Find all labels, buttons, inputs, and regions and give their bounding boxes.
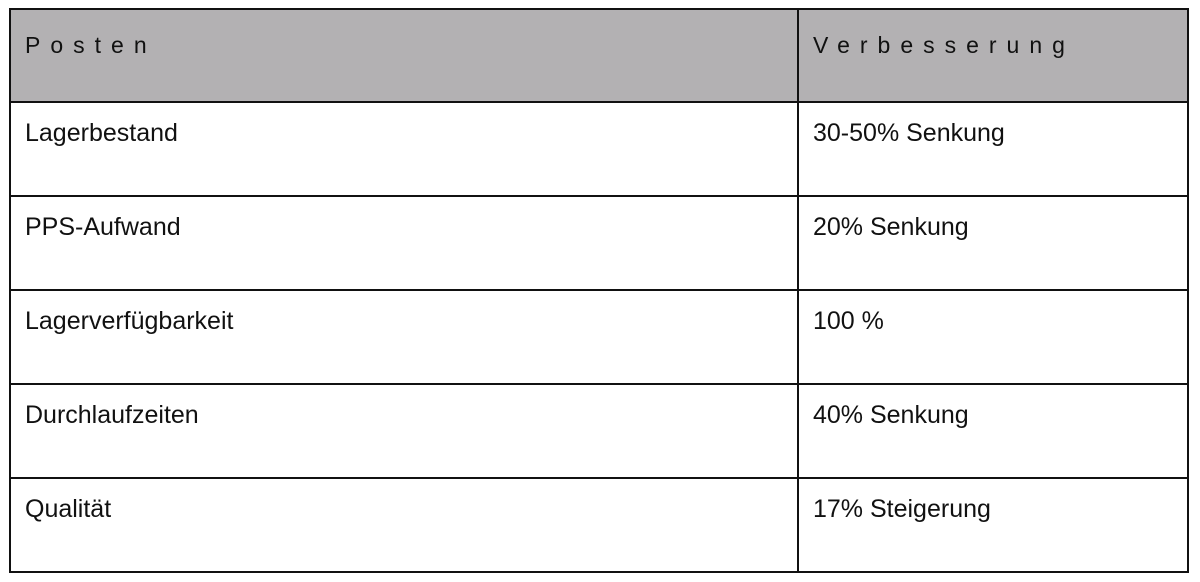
cell-posten: Lagerverfügbarkeit bbox=[9, 289, 799, 385]
header-verbesserung: Verbesserung bbox=[797, 8, 1189, 103]
cell-posten: PPS-Aufwand bbox=[9, 195, 799, 291]
table-row: Lagerbestand 30-50% Senkung bbox=[9, 101, 1189, 197]
cell-verbesserung: 20% Senkung bbox=[797, 195, 1189, 291]
table-row: Qualität 17% Steigerung bbox=[9, 477, 1189, 573]
improvement-table: Posten Verbesserung Lagerbestand 30-50% … bbox=[9, 8, 1189, 573]
cell-verbesserung: 40% Senkung bbox=[797, 383, 1189, 479]
cell-verbesserung: 30-50% Senkung bbox=[797, 101, 1189, 197]
table-row: Durchlaufzeiten 40% Senkung bbox=[9, 383, 1189, 479]
cell-posten: Durchlaufzeiten bbox=[9, 383, 799, 479]
table-row: Lagerverfügbarkeit 100 % bbox=[9, 289, 1189, 385]
cell-posten: Lagerbestand bbox=[9, 101, 799, 197]
header-row: Posten Verbesserung bbox=[9, 8, 1189, 103]
table-row: PPS-Aufwand 20% Senkung bbox=[9, 195, 1189, 291]
cell-verbesserung: 100 % bbox=[797, 289, 1189, 385]
header-posten: Posten bbox=[9, 8, 799, 103]
cell-posten: Qualität bbox=[9, 477, 799, 573]
cell-verbesserung: 17% Steigerung bbox=[797, 477, 1189, 573]
